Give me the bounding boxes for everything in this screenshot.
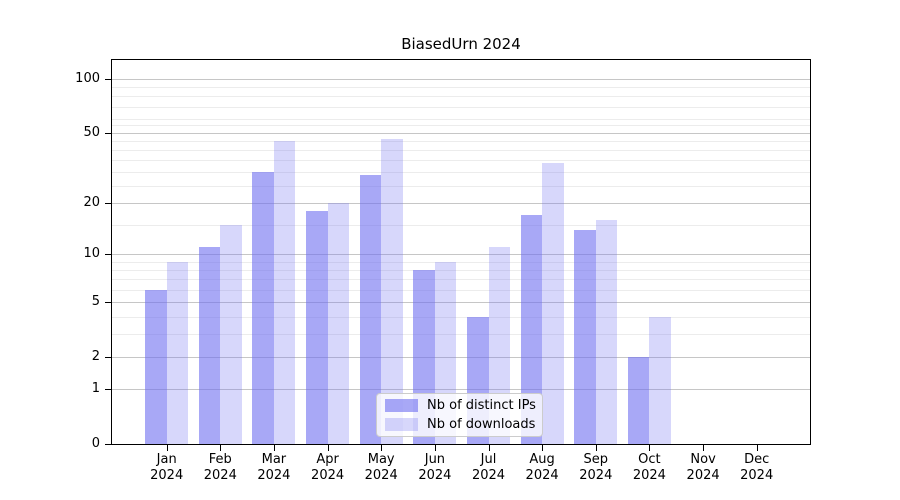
gridline-major-10 bbox=[112, 254, 810, 256]
gridline-minor-70 bbox=[112, 106, 810, 108]
y-tick-50 bbox=[105, 132, 112, 134]
bar-downloads-mar-2024 bbox=[273, 141, 296, 444]
legend-swatch-downloads bbox=[385, 418, 418, 431]
legend-label-distinct-ips: Nb of distinct IPs bbox=[427, 398, 536, 413]
x-tick-sep-2024 bbox=[595, 444, 597, 451]
y-tick-0 bbox=[105, 444, 112, 445]
bar-distinct-ips-oct-2024 bbox=[627, 357, 650, 444]
gridline-minor-3 bbox=[112, 334, 810, 336]
gridline-minor-15 bbox=[112, 224, 810, 226]
x-tick-label-oct-2024: Oct 2024 bbox=[632, 452, 666, 483]
legend-entry-distinct-ips: Nb of distinct IPs bbox=[385, 398, 536, 413]
bar-distinct-ips-apr-2024 bbox=[306, 211, 328, 444]
bar-distinct-ips-jan-2024 bbox=[145, 290, 167, 444]
bar-downloads-jan-2024 bbox=[166, 261, 189, 444]
legend: Nb of distinct IPs Nb of downloads bbox=[376, 393, 543, 437]
gridline-major-50 bbox=[112, 132, 810, 134]
x-tick-label-dec-2024: Dec 2024 bbox=[740, 452, 774, 483]
y-tick-label-50: 50 bbox=[83, 124, 100, 140]
gridline-major-1 bbox=[112, 389, 810, 391]
y-tick-label-2: 2 bbox=[91, 349, 100, 365]
legend-label-downloads: Nb of downloads bbox=[427, 417, 536, 432]
x-tick-label-feb-2024: Feb 2024 bbox=[203, 452, 237, 483]
y-tick-2 bbox=[105, 357, 112, 359]
gridline-minor-25 bbox=[112, 186, 810, 188]
x-tick-aug-2024 bbox=[542, 444, 544, 451]
y-tick-label-0: 0 bbox=[91, 436, 100, 451]
x-tick-apr-2024 bbox=[327, 444, 329, 451]
bar-distinct-ips-mar-2024 bbox=[252, 172, 274, 444]
gridline-minor-90 bbox=[112, 87, 810, 88]
bar-distinct-ips-sep-2024 bbox=[574, 229, 596, 444]
gridline-minor-40 bbox=[112, 150, 810, 152]
x-tick-label-jan-2024: Jan 2024 bbox=[150, 452, 184, 483]
plot-area bbox=[111, 59, 811, 445]
x-tick-label-apr-2024: Apr 2024 bbox=[311, 452, 345, 483]
gridline-minor-9 bbox=[112, 261, 810, 263]
gridline-major-100 bbox=[112, 78, 810, 80]
y-tick-label-1: 1 bbox=[91, 381, 100, 397]
legend-entry-downloads: Nb of downloads bbox=[385, 417, 536, 432]
y-tick-5 bbox=[105, 302, 112, 304]
bar-downloads-aug-2024 bbox=[542, 162, 564, 444]
x-tick-label-aug-2024: Aug 2024 bbox=[525, 452, 559, 483]
gridline-major-5 bbox=[112, 302, 810, 304]
x-tick-nov-2024 bbox=[703, 444, 705, 451]
y-tick-1 bbox=[105, 389, 112, 391]
x-tick-label-jun-2024: Jun 2024 bbox=[418, 452, 452, 483]
gridline-minor-35 bbox=[112, 160, 810, 162]
x-tick-label-mar-2024: Mar 2024 bbox=[257, 452, 291, 483]
y-tick-100 bbox=[105, 78, 112, 80]
gridline-minor-6 bbox=[112, 290, 810, 291]
gridline-minor-7 bbox=[112, 279, 810, 281]
gridline-minor-80 bbox=[112, 96, 810, 98]
x-tick-mar-2024 bbox=[273, 444, 275, 451]
legend-swatch-distinct-ips bbox=[385, 399, 418, 412]
x-tick-jan-2024 bbox=[166, 444, 168, 451]
y-tick-label-100: 100 bbox=[75, 70, 100, 86]
x-tick-label-sep-2024: Sep 2024 bbox=[579, 452, 613, 483]
bar-distinct-ips-may-2024 bbox=[359, 174, 382, 444]
x-tick-oct-2024 bbox=[649, 444, 651, 451]
gridline-minor-60 bbox=[112, 118, 810, 120]
gridline-minor-30 bbox=[112, 172, 810, 174]
bar-distinct-ips-feb-2024 bbox=[198, 247, 221, 444]
bar-downloads-apr-2024 bbox=[327, 203, 350, 444]
bar-downloads-may-2024 bbox=[381, 139, 403, 444]
x-tick-label-jul-2024: Jul 2024 bbox=[471, 452, 506, 483]
gridline-minor-45 bbox=[112, 141, 810, 142]
bar-downloads-feb-2024 bbox=[220, 224, 242, 444]
chart-title: BiasedUrn 2024 bbox=[401, 35, 521, 53]
x-tick-feb-2024 bbox=[220, 444, 222, 451]
x-tick-label-nov-2024: Nov 2024 bbox=[686, 452, 720, 483]
bar-downloads-oct-2024 bbox=[649, 316, 671, 444]
gridline-minor-4 bbox=[112, 316, 810, 318]
gridline-minor-8 bbox=[112, 270, 810, 272]
bar-distinct-ips-aug-2024 bbox=[520, 215, 543, 444]
y-tick-20 bbox=[105, 203, 112, 205]
y-tick-label-10: 10 bbox=[83, 246, 100, 262]
y-tick-10 bbox=[105, 254, 112, 256]
x-tick-jul-2024 bbox=[488, 444, 490, 451]
x-tick-label-may-2024: May 2024 bbox=[364, 452, 398, 483]
x-tick-jun-2024 bbox=[434, 444, 436, 451]
x-tick-dec-2024 bbox=[756, 444, 758, 451]
y-tick-label-20: 20 bbox=[83, 195, 100, 211]
gridline-major-2 bbox=[112, 357, 810, 359]
gridline-minor-55 bbox=[112, 125, 810, 127]
y-tick-label-5: 5 bbox=[91, 294, 100, 310]
gridline-major-20 bbox=[112, 203, 810, 205]
bar-downloads-sep-2024 bbox=[595, 219, 618, 444]
x-tick-may-2024 bbox=[381, 444, 383, 451]
